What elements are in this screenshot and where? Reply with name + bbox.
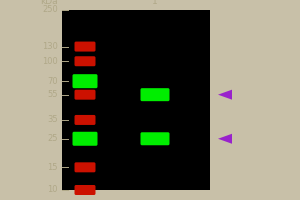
Text: 250: 250 xyxy=(42,5,58,15)
FancyBboxPatch shape xyxy=(74,162,95,172)
Text: 55: 55 xyxy=(47,90,58,99)
FancyBboxPatch shape xyxy=(74,56,95,66)
Polygon shape xyxy=(218,134,232,144)
FancyBboxPatch shape xyxy=(74,42,95,52)
Text: 15: 15 xyxy=(47,163,58,172)
Bar xyxy=(62,10,210,190)
Text: 130: 130 xyxy=(42,42,58,51)
Text: 10: 10 xyxy=(47,186,58,194)
Text: 70: 70 xyxy=(47,77,58,86)
FancyBboxPatch shape xyxy=(140,88,169,101)
FancyBboxPatch shape xyxy=(74,185,95,195)
FancyBboxPatch shape xyxy=(73,74,98,88)
FancyBboxPatch shape xyxy=(140,132,169,145)
Polygon shape xyxy=(218,90,232,100)
Text: 35: 35 xyxy=(47,115,58,124)
FancyBboxPatch shape xyxy=(74,90,95,100)
FancyBboxPatch shape xyxy=(73,132,98,146)
Text: 100: 100 xyxy=(42,57,58,66)
Text: 1: 1 xyxy=(152,0,158,6)
Text: kDa: kDa xyxy=(40,0,58,6)
Text: 25: 25 xyxy=(47,134,58,143)
FancyBboxPatch shape xyxy=(74,115,95,125)
